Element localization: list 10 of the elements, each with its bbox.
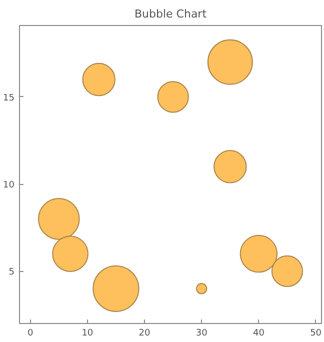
x-tick-label: 50: [310, 328, 322, 338]
y-tick-label: 10: [3, 180, 15, 191]
chart-title: Bubble Chart: [134, 8, 208, 20]
x-tick-label: 0: [27, 328, 34, 338]
x-tick-label: 20: [138, 328, 151, 338]
x-tick-label: 40: [252, 328, 265, 338]
y-tick-label: 15: [3, 93, 14, 104]
x-tick-label: 30: [196, 328, 208, 338]
x-tick-label: 10: [82, 328, 94, 338]
y-tick-label: 5: [8, 268, 15, 278]
